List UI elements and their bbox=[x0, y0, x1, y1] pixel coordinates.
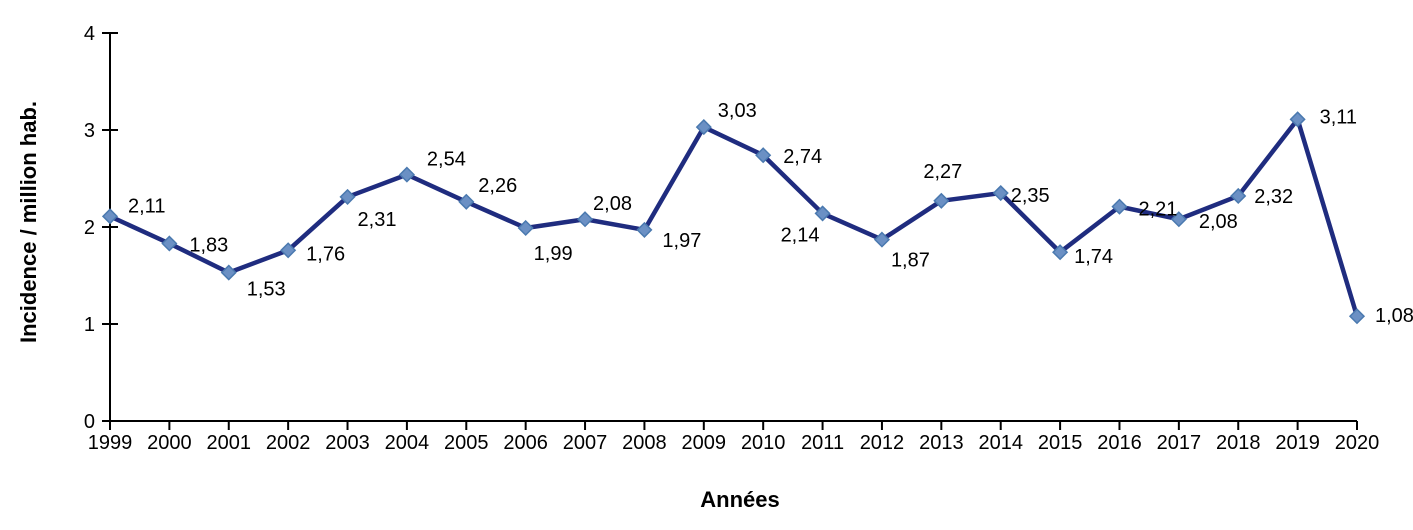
data-point-marker bbox=[101, 208, 119, 225]
data-point-value-label: 3,03 bbox=[718, 100, 757, 122]
data-point-marker bbox=[1230, 187, 1247, 205]
x-axis-tick-label: 2019 bbox=[1275, 432, 1320, 454]
data-point-marker bbox=[1348, 308, 1366, 325]
x-axis-tick-label: 2009 bbox=[682, 432, 727, 454]
x-axis-title: Années bbox=[700, 487, 780, 512]
data-point-value-label: 2,11 bbox=[128, 195, 165, 217]
y-axis-tick-label: 3 bbox=[84, 120, 95, 142]
axis-lines bbox=[109, 33, 1357, 422]
data-point-value-label: 1,83 bbox=[189, 234, 228, 256]
x-axis-tick-label: 2004 bbox=[385, 432, 430, 454]
data-point-marker bbox=[1170, 211, 1187, 228]
data-point-marker bbox=[814, 205, 831, 222]
x-axis-tick-label: 2012 bbox=[860, 432, 905, 454]
y-axis-tick-label: 0 bbox=[84, 411, 95, 433]
x-axis-tick-label: 2017 bbox=[1157, 432, 1202, 454]
y-axis-title: Incidence / million hab. bbox=[16, 100, 41, 344]
data-point-marker bbox=[755, 147, 772, 164]
data-point-marker bbox=[1111, 198, 1128, 215]
data-point-value-label: 2,27 bbox=[923, 161, 962, 183]
data-point-value-label: 1,97 bbox=[662, 230, 701, 252]
x-axis-tick-label: 2005 bbox=[444, 432, 489, 454]
x-axis-tick-label: 2013 bbox=[919, 432, 964, 454]
x-axis-tick-label: 2016 bbox=[1097, 432, 1142, 454]
data-point-value-label: 2,08 bbox=[593, 193, 632, 215]
x-axis-tick-label: 2006 bbox=[503, 432, 548, 454]
data-point-value-label: 1,99 bbox=[534, 243, 573, 265]
data-point-marker bbox=[873, 231, 891, 248]
x-axis-tick-label: 2002 bbox=[266, 432, 311, 454]
data-point-marker bbox=[161, 235, 178, 252]
data-point-value-label: 2,31 bbox=[358, 209, 397, 231]
data-point-value-label: 1,76 bbox=[306, 243, 345, 265]
x-axis-tick-label: 2000 bbox=[147, 432, 192, 454]
data-point-marker bbox=[458, 193, 475, 210]
x-axis-tick-label: 2001 bbox=[207, 432, 252, 454]
data-point-marker bbox=[220, 264, 237, 281]
data-point-marker bbox=[576, 211, 594, 228]
data-point-marker bbox=[933, 192, 950, 209]
data-point-marker bbox=[992, 184, 1009, 202]
data-point-value-label: 1,87 bbox=[891, 250, 930, 272]
data-point-marker bbox=[280, 242, 297, 259]
data-point-value-label: 2,08 bbox=[1199, 211, 1238, 233]
data-point-marker bbox=[517, 219, 534, 237]
x-axis-tick-label: 2008 bbox=[622, 432, 667, 454]
y-axis-tick-label: 2 bbox=[84, 217, 95, 239]
x-axis-tick-label: 1999 bbox=[88, 432, 133, 454]
data-point-marker bbox=[636, 221, 653, 238]
x-axis-tick-label: 2003 bbox=[325, 432, 370, 454]
data-point-marker bbox=[339, 188, 356, 205]
x-axis-tick-label: 2007 bbox=[563, 432, 608, 454]
y-axis-tick-label: 4 bbox=[84, 23, 95, 45]
x-axis-tick-label: 2010 bbox=[741, 432, 786, 454]
data-point-marker bbox=[695, 119, 712, 136]
x-axis-tick-label: 2015 bbox=[1038, 432, 1083, 454]
x-axis-tick-label: 2014 bbox=[978, 432, 1023, 454]
data-point-value-label: 2,14 bbox=[781, 224, 820, 246]
y-axis-tick-label: 1 bbox=[84, 314, 95, 336]
data-point-value-label: 2,21 bbox=[1138, 199, 1177, 221]
data-point-value-label: 1,08 bbox=[1375, 305, 1413, 327]
data-point-value-label: 3,11 bbox=[1320, 106, 1357, 128]
x-axis-tick-label: 2018 bbox=[1216, 432, 1261, 454]
data-point-value-label: 2,32 bbox=[1254, 186, 1293, 208]
x-axis-tick-label: 2011 bbox=[801, 432, 844, 454]
data-point-value-label: 2,74 bbox=[783, 146, 822, 168]
data-point-value-label: 2,35 bbox=[1011, 185, 1050, 207]
x-axis-tick-label: 2020 bbox=[1335, 432, 1380, 454]
data-point-marker bbox=[1289, 111, 1306, 128]
data-point-value-label: 1,53 bbox=[247, 279, 286, 301]
series-line bbox=[107, 117, 1360, 319]
data-point-value-label: 2,54 bbox=[427, 149, 466, 171]
data-point-value-label: 2,26 bbox=[478, 175, 517, 197]
data-point-marker bbox=[1052, 244, 1069, 261]
data-point-marker bbox=[398, 166, 415, 183]
data-point-value-label: 1,74 bbox=[1074, 246, 1113, 268]
